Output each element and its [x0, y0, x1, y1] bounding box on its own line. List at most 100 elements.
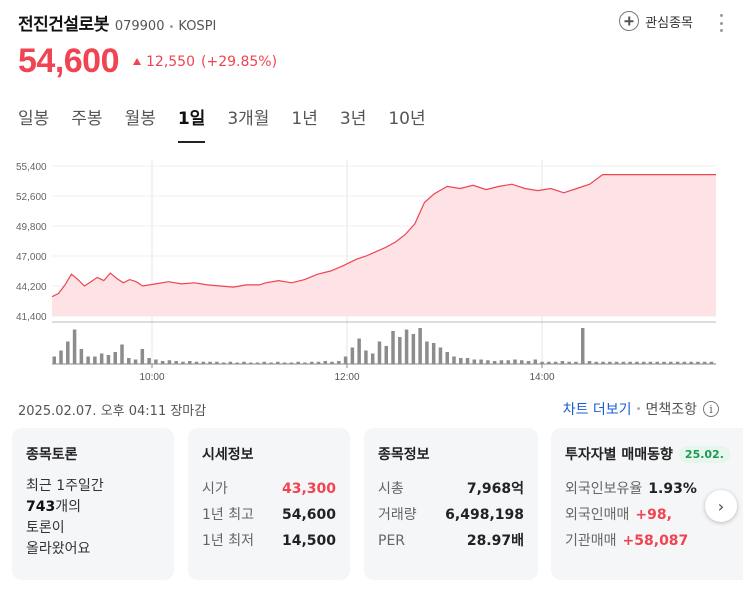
info-value: 6,498,198 — [445, 507, 524, 523]
volume-bar — [438, 347, 443, 364]
volume-bar — [167, 360, 172, 364]
forum-card[interactable]: 종목토론 최근 1주일간 743개의 토론이 올라왔어요 — [12, 428, 174, 580]
volume-bar — [648, 361, 653, 364]
info-value: +98, — [635, 507, 672, 523]
forum-count-suffix: 개의 — [55, 499, 81, 515]
tab-monthly[interactable]: 월봉 — [124, 109, 156, 129]
link-separator: • — [635, 403, 642, 415]
price-area-fill — [52, 174, 716, 316]
volume-bar — [628, 361, 632, 364]
price-chart[interactable]: 55,400 52,600 49,800 47,000 44,200 41,400 10:… — [0, 150, 743, 390]
volume-bar — [641, 361, 646, 364]
volume-bar — [472, 359, 477, 364]
volume-bar — [120, 344, 124, 364]
market-label: KOSPI — [178, 19, 217, 34]
price-change: 12,550 — [146, 53, 195, 70]
forum-summary: 최근 1주일간 743개의 토론이 올라왔어요 — [26, 476, 160, 560]
chart-more-link[interactable]: 차트 더보기 — [562, 402, 632, 418]
info-label: 외국인보유율 — [565, 481, 643, 497]
info-value: 43,300 — [281, 481, 336, 497]
x-tick-label: 10:00 — [139, 372, 164, 383]
tab-weekly[interactable]: 주봉 — [71, 109, 103, 129]
volume-bar — [391, 331, 395, 364]
volume-bar — [492, 361, 497, 364]
info-row: 외국인보유율 1.93% — [565, 476, 729, 502]
more-options-icon[interactable] — [719, 14, 723, 32]
info-row: 외국인매매 +98, — [565, 502, 729, 528]
next-card-button[interactable]: › — [705, 490, 737, 522]
info-value: 28.97배 — [466, 533, 524, 549]
info-row: 시총 7,968억 — [378, 476, 524, 502]
tab-3year[interactable]: 3년 — [339, 109, 367, 129]
volume-bar — [513, 359, 517, 364]
tab-3month[interactable]: 3개월 — [227, 109, 270, 129]
forum-count-line: 743개의 — [26, 497, 160, 518]
forum-line3: 토론이 — [26, 520, 65, 536]
volume-bar — [52, 356, 56, 364]
volume-bar — [140, 349, 145, 364]
volume-bar — [486, 360, 490, 364]
volume-bar — [364, 350, 368, 364]
info-value: 14,500 — [281, 533, 336, 549]
volume-bar — [269, 362, 273, 364]
info-value: 54,600 — [281, 507, 336, 523]
volume-bar — [181, 361, 185, 364]
date-badge: 25.02. — [678, 445, 730, 463]
disclaimer-link[interactable]: 면책조항 — [645, 402, 697, 418]
volume-bar — [675, 361, 680, 364]
volume-bar — [479, 359, 483, 364]
volume-bar — [553, 361, 558, 364]
volume-bar — [587, 361, 592, 364]
volume-bar — [99, 353, 104, 364]
volume-bar — [235, 362, 239, 364]
info-row: 기관매매 +58,087 — [565, 528, 729, 554]
add-watchlist-button[interactable]: 관심종목 — [619, 11, 693, 31]
volume-bar — [370, 353, 375, 364]
volume-bar — [594, 361, 599, 364]
stock-code: 079900 — [114, 19, 165, 34]
volume-bar — [520, 360, 524, 364]
volume-bar — [445, 352, 449, 364]
market-info-card[interactable]: 시세정보 시가 43,300 1년 최고 54,600 1년 최저 14,500 — [188, 428, 350, 580]
chevron-right-icon: › — [717, 496, 725, 516]
y-tick-label: 55,400 — [16, 162, 47, 173]
volume-bar — [127, 358, 131, 364]
stock-info-card[interactable]: 종목정보 시총 7,968억 거래량 6,498,198 PER 28.97배 — [364, 428, 538, 580]
volume-bar — [580, 328, 585, 364]
tab-daily[interactable]: 일봉 — [18, 109, 50, 129]
x-tick-label: 14:00 — [529, 372, 554, 383]
tab-1day[interactable]: 1일 — [177, 104, 206, 143]
volume-bar — [398, 337, 402, 364]
volume-bar — [547, 361, 551, 364]
volume-bar — [601, 361, 605, 364]
up-arrow-icon — [133, 58, 141, 65]
info-label: 외국인매매 — [565, 507, 630, 523]
volume-bar — [350, 347, 355, 364]
volume-bar — [221, 362, 226, 364]
volume-bar — [384, 346, 388, 364]
volume-bar — [567, 361, 571, 364]
volume-bar — [669, 361, 673, 364]
volume-bar — [377, 341, 382, 364]
stock-info-title: 종목정보 — [378, 447, 430, 463]
x-tick-label: 12:00 — [334, 372, 359, 383]
tab-1year[interactable]: 1년 — [291, 109, 318, 129]
info-row: 시가 43,300 — [202, 476, 336, 502]
volume-bar — [147, 358, 151, 364]
volume-bar — [431, 343, 436, 364]
y-tick-label: 41,400 — [16, 312, 47, 323]
volume-bar — [662, 361, 666, 364]
volume-bar — [242, 361, 246, 364]
market-status: 2025.02.07. 오후 04:11 장마감 — [18, 404, 207, 419]
volume-bar — [316, 361, 321, 364]
volume-bar — [560, 361, 565, 364]
price-change-rate: (+29.85%) — [201, 53, 278, 70]
info-icon[interactable]: i — [703, 401, 719, 417]
volume-bar — [709, 361, 714, 364]
volume-bar — [404, 329, 409, 364]
y-tick-label: 44,200 — [16, 282, 47, 293]
y-tick-label: 49,800 — [16, 222, 47, 233]
volume-bar — [194, 361, 199, 364]
volume-bar — [106, 355, 111, 364]
tab-10year[interactable]: 10년 — [388, 109, 426, 129]
